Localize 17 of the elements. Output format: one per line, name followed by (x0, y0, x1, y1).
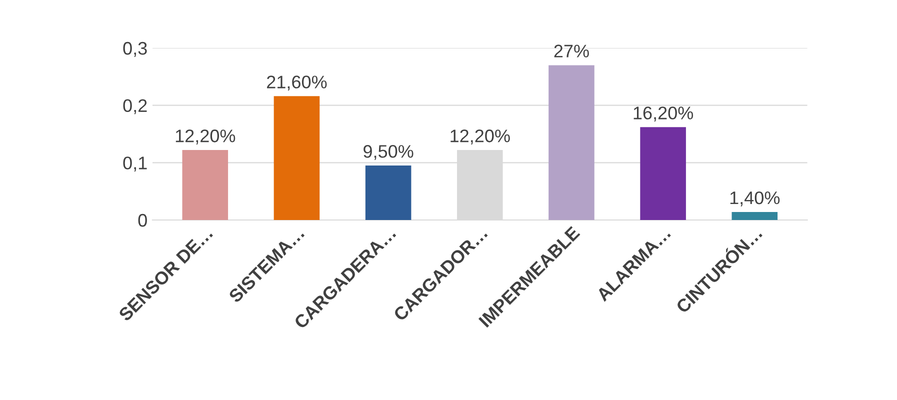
bar (640, 127, 686, 220)
data-label: 16,20% (634, 106, 694, 122)
bar (548, 65, 594, 220)
data-label: 9,50% (364, 145, 414, 160)
bar (274, 96, 320, 220)
data-label: 21,60% (267, 76, 327, 91)
bar (365, 166, 412, 220)
bar (182, 150, 228, 220)
data-label: 1,40% (730, 191, 780, 206)
y-tick-label: 0,2 (123, 99, 147, 114)
y-tick-label: 0 (138, 214, 147, 227)
data-label: 12,20% (176, 130, 236, 144)
data-label: 27% (554, 44, 589, 58)
bar (732, 212, 778, 220)
y-tick-label: 0,1 (123, 156, 147, 172)
data-label: 12,20% (450, 130, 510, 144)
y-tick-label: 0,3 (123, 42, 147, 57)
